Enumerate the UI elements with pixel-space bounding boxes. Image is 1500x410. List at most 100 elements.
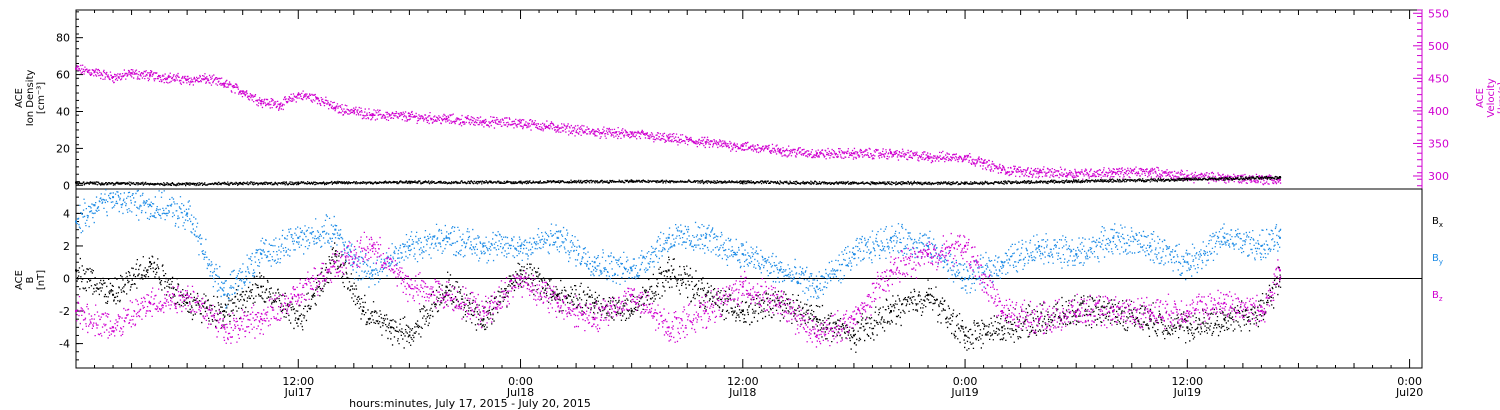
- legend-bz: Bz: [1432, 290, 1443, 303]
- velocity-series-point: [278, 103, 281, 106]
- panel1-frame: [75, 9, 1423, 190]
- x-tick-date: Jul19: [1173, 386, 1201, 399]
- bz-series: [75, 231, 1282, 348]
- x-tick-time: 0:00: [508, 375, 533, 388]
- by-series-point: [927, 244, 930, 247]
- b-axis-title-line: [nT]: [36, 270, 47, 290]
- velocity-series-point: [1038, 171, 1041, 174]
- left-tick-label: 40: [56, 105, 70, 118]
- legend-main: B: [1432, 290, 1439, 301]
- velocity-series-trace: [76, 64, 1282, 186]
- velocity-series-point: [1075, 171, 1078, 174]
- by-series-point: [352, 261, 355, 264]
- density-axis-title-line: Ion Density: [25, 70, 36, 127]
- b-tick-label: 0: [63, 273, 70, 286]
- right-tick-label: 500: [1428, 40, 1449, 53]
- velocity-series-point: [1112, 171, 1115, 174]
- bz-series-point: [112, 326, 115, 329]
- by-series-point: [815, 285, 818, 288]
- bz-series-point: [186, 293, 189, 296]
- bz-series-point: [297, 293, 300, 296]
- bz-series-point: [223, 326, 226, 329]
- bz-series-point: [1278, 269, 1281, 272]
- density-axis-title-line: ACE: [14, 88, 25, 108]
- velocity-series-point: [1223, 176, 1226, 179]
- b-tick-label: 4: [63, 207, 70, 220]
- by-series-point: [1001, 261, 1004, 264]
- left-tick-label: 20: [56, 142, 70, 155]
- velocity-series: [75, 64, 1282, 186]
- x-tick-date: Jul19: [950, 386, 978, 399]
- bz-series-point: [1001, 310, 1004, 313]
- bz-series-point: [815, 334, 818, 337]
- bx-series-point: [1186, 326, 1189, 329]
- bx-series: [75, 242, 1282, 353]
- velocity-series-point: [852, 152, 855, 155]
- velocity-axis-title: ACEVelocity[km/s]: [1475, 78, 1500, 117]
- velocity-series-point: [186, 78, 189, 81]
- velocity-series-point: [741, 145, 744, 148]
- bx-series-point: [75, 269, 77, 272]
- velocity-series-point: [1001, 168, 1004, 171]
- velocity-series-point: [445, 117, 448, 120]
- bz-series-point: [556, 301, 559, 304]
- velocity-series-point: [260, 100, 263, 103]
- density-axis-title-line: [cm⁻³]: [36, 82, 47, 114]
- velocity-series-point: [482, 120, 485, 123]
- by-series-point: [519, 244, 522, 247]
- bx-series-point: [927, 293, 930, 296]
- bx-series-point: [260, 285, 263, 288]
- x-tick-time: 12:00: [1171, 375, 1203, 388]
- bz-series-point: [1075, 310, 1078, 313]
- legend-bx: Bx: [1432, 216, 1443, 229]
- by-series-point: [186, 212, 189, 215]
- by-series-point: [149, 204, 152, 207]
- density-series: [75, 175, 1282, 187]
- by-series-point: [482, 244, 485, 247]
- bz-series-point: [1260, 310, 1263, 313]
- bx-series-point: [362, 310, 365, 313]
- by-series: [75, 189, 1282, 309]
- x-tick-date: Jul18: [728, 386, 756, 399]
- velocity-series-point: [334, 106, 337, 109]
- bz-series-point: [371, 244, 374, 247]
- by-series-point: [112, 196, 115, 199]
- b-tick-label: -4: [59, 338, 70, 351]
- bz-series-point: [260, 318, 263, 321]
- by-series-point: [852, 253, 855, 256]
- bz-series-point: [630, 293, 633, 296]
- x-tick-time: 0:00: [1397, 375, 1422, 388]
- bx-series-point: [445, 285, 448, 288]
- density-series-point: [297, 181, 300, 184]
- left-tick-label: 0: [63, 179, 70, 192]
- time-axis: 12:00Jul170:00Jul1812:00Jul180:00Jul1912…: [75, 10, 1423, 399]
- bz-series-point: [1112, 310, 1115, 313]
- right-tick-label: 300: [1428, 170, 1449, 183]
- by-series-point: [1112, 236, 1115, 239]
- bz-series-point: [741, 285, 744, 288]
- by-series-point: [556, 236, 559, 239]
- bz-series-point: [852, 318, 855, 321]
- legend-sub: z: [1439, 295, 1443, 303]
- velocity-series-point: [778, 148, 781, 151]
- x-tick-time: 12:00: [727, 375, 759, 388]
- b-tick-label: -2: [59, 305, 70, 318]
- bz-series-point: [1223, 301, 1226, 304]
- by-series-point: [704, 236, 707, 239]
- bx-series-point: [223, 310, 226, 313]
- bz-series-point: [334, 261, 337, 264]
- right-tick-label: 350: [1428, 137, 1449, 150]
- b-tick-label: 2: [63, 240, 70, 253]
- by-series-point: [1223, 236, 1226, 239]
- velocity-series-point: [556, 126, 559, 129]
- density-series-point: [630, 179, 633, 182]
- velocity-series-point: [371, 113, 374, 116]
- by-series-point: [964, 277, 967, 280]
- by-series-point: [260, 253, 263, 256]
- x-axis-title: hours:minutes, July 17, 2015 - July 20, …: [349, 397, 591, 410]
- legend-sub: x: [1439, 221, 1443, 229]
- velocity-axis-title-line: [km/s]: [1497, 82, 1500, 114]
